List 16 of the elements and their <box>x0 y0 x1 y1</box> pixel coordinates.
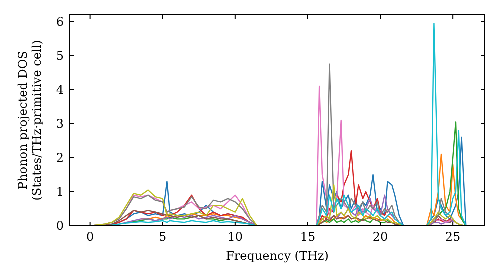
x-axis-title: Frequency (THz) <box>226 249 329 263</box>
x-tick-label: 25 <box>445 230 461 244</box>
y-tick-label: 3 <box>56 116 64 131</box>
line-series <box>104 22 467 226</box>
y-tick-label: 1 <box>56 184 64 199</box>
x-tick-label: 10 <box>228 230 244 244</box>
x-tick-label: 0 <box>86 230 94 244</box>
x-tick-label: 5 <box>159 230 167 244</box>
y-tick-label: 0 <box>56 219 64 233</box>
x-tick-label: 15 <box>300 230 316 244</box>
y-axis-title: Phonon projected DOS (States/THz·primitive cell) <box>16 40 44 201</box>
y-tick-label: 4 <box>56 82 64 97</box>
x-tick-label: 20 <box>372 230 388 244</box>
y-tick-label: 2 <box>56 150 64 165</box>
y-tick-label: 5 <box>56 48 64 63</box>
y-tick-label: 6 <box>56 14 64 29</box>
